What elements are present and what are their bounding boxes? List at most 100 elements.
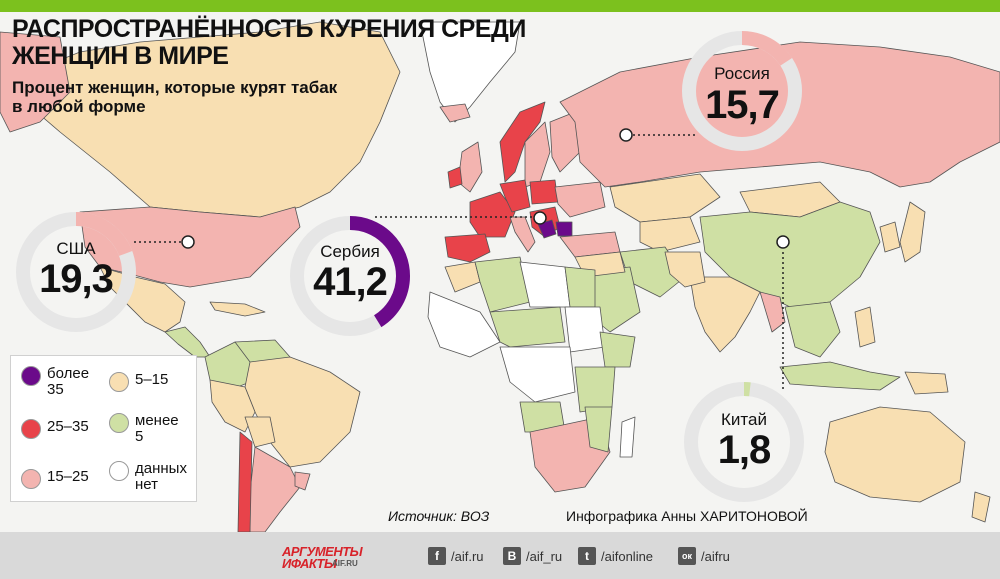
region-madagascar [619, 416, 636, 458]
region-png [904, 371, 949, 395]
region-sudan [564, 306, 606, 353]
region-east-africa [574, 366, 616, 413]
legend-item-25-35: 25–35 [21, 419, 102, 439]
source-note: Источник: ВОЗ [388, 508, 490, 524]
region-uruguay [294, 471, 311, 491]
legend-label: 5–15 [135, 371, 169, 388]
legend-label: 25–35 [47, 418, 89, 435]
logo-line-2: ИФАКТЫ [282, 556, 337, 571]
region-iceland [439, 103, 471, 123]
usa-callout: США 19,3 [16, 212, 136, 332]
legend-item-5-15: 5–15 [109, 372, 190, 392]
serbia-callout: Сербия 41,2 [290, 210, 410, 330]
region-central-africa [499, 346, 576, 403]
region-caribbean [209, 301, 266, 317]
china-callout-value: 1,8 [717, 428, 772, 472]
facebook-icon: f [428, 547, 446, 565]
region-niger-chad [489, 306, 566, 348]
region-korea [879, 221, 901, 253]
region-japan [899, 201, 926, 263]
region-india [689, 276, 761, 353]
social-vk[interactable]: B /aif_ru [503, 547, 562, 565]
china-callout-label: Китай [721, 410, 767, 429]
region-russia [559, 41, 1000, 188]
legend-item-more-35: более 35 [21, 366, 102, 398]
social-twitter[interactable]: t /aifonline [578, 547, 653, 565]
social-facebook-text: /aif.ru [451, 548, 484, 564]
aif-logo[interactable]: АРГУМЕНТЫ ИФАКТЫ AIF.RU [282, 544, 387, 571]
region-brazil [244, 356, 361, 468]
legend-label: менее 5 [135, 412, 179, 445]
legend-label: более 35 [47, 365, 90, 398]
region-spain-portugal [444, 233, 491, 263]
infographic-subtitle: Процент женщин, которые курят табак в лю… [12, 78, 338, 116]
author-credit: Инфографика Анны ХАРИТОНОВОЙ [566, 508, 808, 524]
china-callout: Китай 1,8 [684, 378, 804, 498]
legend-swatch [109, 372, 129, 392]
top-accent-bar [0, 0, 1000, 12]
legend-swatch [109, 413, 129, 433]
legend-label: 15–25 [47, 468, 89, 485]
usa-ring-value [16, 212, 136, 332]
social-vk-text: /aif_ru [526, 548, 563, 564]
world-map [0, 21, 1000, 532]
legend-item-15-25: 15–25 [21, 469, 102, 489]
region-poland [529, 179, 559, 205]
region-australia [824, 406, 966, 503]
region-algeria [474, 256, 531, 313]
region-bolivia [244, 416, 276, 448]
serbia-ring-value [290, 216, 410, 336]
region-ethiopia [599, 331, 636, 368]
region-bulgaria [555, 221, 573, 237]
region-indonesia [779, 361, 901, 391]
region-greenland [419, 21, 521, 123]
region-italy [509, 216, 536, 253]
logo-site: AIF.RU [332, 559, 358, 568]
social-odnoklassniki-text: /aifru [701, 548, 730, 564]
russia-marker [619, 128, 633, 142]
region-new-zealand [971, 491, 991, 523]
legend-swatch [21, 419, 41, 439]
odnoklassniki-icon: ок [678, 547, 696, 565]
map-legend: более 35 5–15 25–35 менее 5 15–25 данных… [10, 355, 197, 502]
region-norway [499, 101, 546, 183]
region-philippines [854, 306, 876, 348]
social-twitter-text: /aifonline [601, 548, 654, 564]
usa-callout-label: США [56, 239, 96, 258]
region-se-asia [784, 301, 841, 358]
footer-bar [0, 532, 1000, 579]
region-morocco [444, 261, 481, 293]
twitter-icon: t [578, 547, 596, 565]
china-ring-value [684, 382, 804, 502]
region-central-asia [639, 216, 701, 253]
callout-rings [16, 31, 804, 502]
serbia-marker [533, 211, 547, 225]
social-facebook[interactable]: f /aif.ru [428, 547, 484, 565]
region-peru [209, 379, 256, 433]
legend-swatch [109, 461, 129, 481]
region-mozambique [584, 406, 613, 453]
russia-callout-label: Россия [714, 64, 770, 83]
vk-icon: B [503, 547, 521, 565]
infographic-title: РАСПРОСТРАНЁННОСТЬ КУРЕНИЯ СРЕДИ ЖЕНЩИН … [12, 15, 526, 70]
russia-ring-value [682, 31, 802, 151]
legend-swatch [21, 366, 41, 386]
region-serbia [537, 219, 557, 239]
social-odnoklassniki[interactable]: ок /aifru [678, 547, 730, 565]
serbia-callout-label: Сербия [320, 242, 380, 261]
legend-label: данных нет [135, 460, 187, 493]
china-marker [776, 235, 790, 249]
serbia-callout-value: 41,2 [313, 260, 388, 304]
callout-leaders [134, 134, 784, 390]
region-sweden [524, 121, 551, 188]
logo-line-1: АРГУМЕНТЫ [282, 544, 363, 559]
region-france [469, 191, 516, 238]
region-chile [237, 431, 253, 532]
region-germany [499, 179, 531, 213]
region-ukraine [554, 181, 606, 218]
region-pakistan [664, 251, 706, 288]
russia-callout: Россия 15,7 [682, 31, 802, 151]
region-egypt [564, 266, 596, 308]
usa-marker [181, 235, 195, 249]
region-central-america [164, 326, 211, 358]
